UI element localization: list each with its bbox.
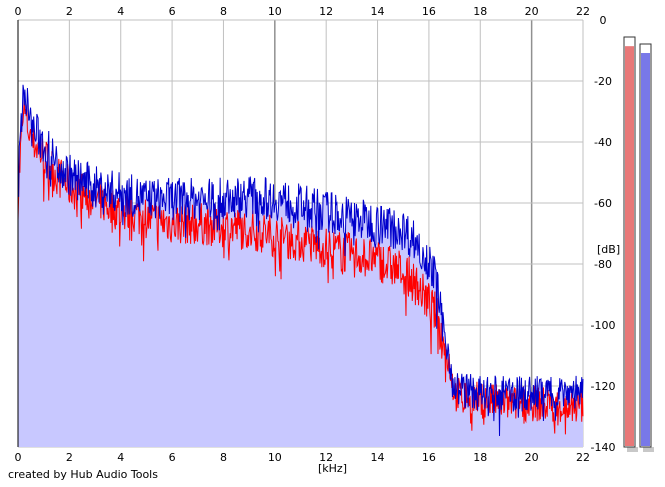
y-tick-label: -120 bbox=[591, 380, 616, 393]
x-tick-label: 20 bbox=[525, 451, 539, 464]
x-axis-label: [kHz] bbox=[318, 462, 347, 475]
x-tick-label: 8 bbox=[220, 451, 227, 464]
y-tick-label: 0 bbox=[600, 14, 607, 27]
x-tick-label: 4 bbox=[117, 5, 124, 18]
y-tick-label: -40 bbox=[594, 136, 612, 149]
x-tick-label: 2 bbox=[66, 451, 73, 464]
x-tick-label: 12 bbox=[319, 5, 333, 18]
x-bottom-tick-labels: 0 2 4 6 8 10 12 14 16 18 20 22 bbox=[15, 451, 591, 464]
x-tick-label: 22 bbox=[576, 451, 590, 464]
x-tick-label: 10 bbox=[268, 5, 282, 18]
x-tick-label: 14 bbox=[371, 5, 385, 18]
series-line bbox=[17, 84, 584, 436]
y-tick-label: -140 bbox=[591, 441, 616, 454]
level-meters bbox=[623, 36, 654, 452]
x-tick-label: 0 bbox=[15, 451, 22, 464]
credit-text: created by Hub Audio Tools bbox=[8, 468, 158, 481]
right-channel-meter bbox=[641, 53, 650, 447]
x-tick-label: 20 bbox=[525, 5, 539, 18]
x-tick-label: 0 bbox=[15, 5, 22, 18]
x-top-tick-labels: 0 2 4 6 8 10 12 14 16 18 20 22 bbox=[15, 5, 591, 18]
x-tick-label: 12 bbox=[319, 451, 333, 464]
y-tick-label: -60 bbox=[594, 197, 612, 210]
x-tick-label: 10 bbox=[268, 451, 282, 464]
x-tick-label: 2 bbox=[66, 5, 73, 18]
y-axis-label: [dB] bbox=[597, 243, 620, 256]
x-tick-label: 16 bbox=[422, 451, 436, 464]
x-tick-label: 4 bbox=[117, 451, 124, 464]
x-tick-label: 6 bbox=[169, 5, 176, 18]
y-tick-label: -100 bbox=[591, 319, 616, 332]
x-tick-label: 6 bbox=[169, 451, 176, 464]
y-tick-label: -80 bbox=[594, 258, 612, 271]
y-tick-labels: 0 -20 -40 -60 -80 -100 -120 -140 bbox=[591, 14, 616, 454]
y-tick-label: -20 bbox=[594, 75, 612, 88]
series-group bbox=[17, 84, 584, 436]
x-tick-label: 18 bbox=[473, 5, 487, 18]
x-tick-label: 22 bbox=[576, 5, 590, 18]
x-tick-label: 16 bbox=[422, 5, 436, 18]
right-meter-shadow bbox=[643, 447, 654, 452]
x-tick-label: 8 bbox=[220, 5, 227, 18]
x-tick-label: 18 bbox=[473, 451, 487, 464]
left-channel-meter bbox=[625, 46, 634, 446]
left-meter-shadow bbox=[627, 447, 638, 452]
x-tick-label: 14 bbox=[371, 451, 385, 464]
